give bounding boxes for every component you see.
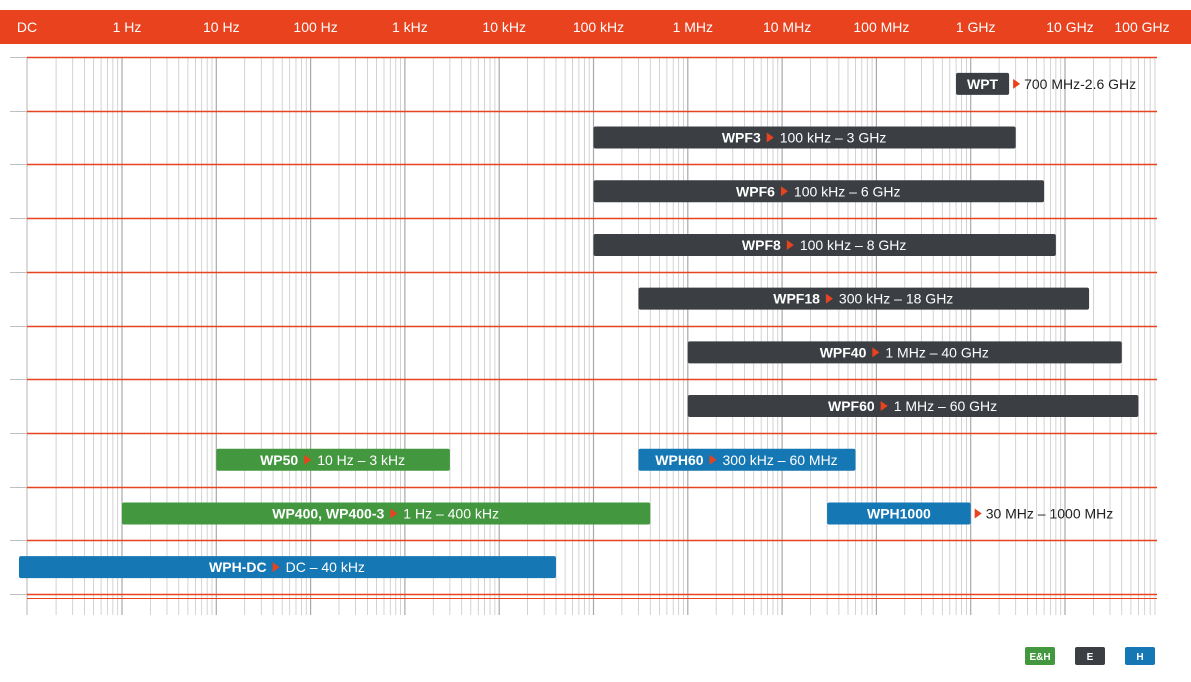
bar-name-label: WPF40 [820, 344, 867, 360]
x-tick-label: 100 kHz [573, 19, 624, 35]
bar-range-label: 1 Hz – 400 kHz [403, 505, 499, 521]
bar-range-label: 1 MHz – 40 GHz [885, 344, 988, 360]
bar-range-label: 100 kHz – 6 GHz [794, 183, 901, 199]
legend-label: H [1136, 652, 1143, 663]
bar [687, 341, 1122, 364]
legend: E&H E H [1025, 647, 1155, 665]
x-tick-label: 1 Hz [113, 19, 142, 35]
bar-range-label: DC – 40 kHz [286, 559, 365, 575]
x-tick-label: 10 kHz [482, 19, 526, 35]
legend-item: H [1125, 647, 1155, 665]
legend-swatch [1075, 647, 1105, 665]
legend-label: E&H [1029, 652, 1050, 663]
bar-group: WPH60 300 kHz – 60 MHz [638, 448, 856, 471]
bar-group: WPH1000 30 MHz – 1000 MHz [827, 502, 1114, 525]
bar-group: WP50 10 Hz – 3 kHz [216, 448, 450, 471]
bar-name-label: WPH-DC [209, 559, 267, 575]
bar-name-label: WPF6 [736, 183, 775, 199]
bar-name-label: WP50 [260, 452, 298, 468]
bar [638, 287, 1090, 310]
bar [19, 556, 556, 579]
bar-group: WPF40 1 MHz – 40 GHz [687, 341, 1122, 364]
bar-group: WPT 700 MHz-2.6 GHz [956, 72, 1136, 95]
legend-item: E [1075, 647, 1105, 665]
x-tick-label: 100 GHz [1114, 19, 1169, 35]
bar-range-label: 300 kHz – 60 MHz [723, 452, 838, 468]
bar-group: WPF60 1 MHz – 60 GHz [687, 395, 1139, 418]
bar-range-label: 1 MHz – 60 GHz [894, 398, 997, 414]
bar [216, 448, 450, 471]
legend-swatch [1125, 647, 1155, 665]
arrow-icon [780, 186, 788, 197]
bar-name-label: WPT [967, 76, 999, 92]
bar [593, 233, 1056, 256]
bar-name-label: WP400, WP400-3 [272, 505, 384, 521]
bar-group: WPF18 300 kHz – 18 GHz [638, 287, 1090, 310]
x-tick-label: 1 GHz [956, 19, 996, 35]
arrow-icon [766, 132, 774, 143]
bar-range-label: 700 MHz-2.6 GHz [1024, 76, 1136, 92]
arrow-icon [974, 508, 982, 519]
legend-swatch [1025, 647, 1055, 665]
arrow-icon [272, 562, 280, 573]
arrow-icon [709, 454, 717, 465]
x-tick-label: 10 GHz [1046, 19, 1093, 35]
bar-name-label: WPF18 [773, 291, 820, 307]
bar [638, 448, 856, 471]
x-tick-label: 100 MHz [853, 19, 909, 35]
row-lines [10, 56, 1157, 599]
legend-label: E [1087, 652, 1094, 663]
arrow-icon [390, 508, 398, 519]
bar [122, 502, 651, 525]
bar [593, 126, 1016, 149]
x-tick-label: 10 MHz [763, 19, 811, 35]
bar-name-label: WPH1000 [867, 505, 931, 521]
bar-range-label: 100 kHz – 3 GHz [780, 130, 887, 146]
x-tick-label: 10 Hz [203, 19, 240, 35]
bar-group: WP400, WP400-3 1 Hz – 400 kHz [122, 502, 651, 525]
bar-group: WPH-DC DC – 40 kHz [19, 556, 556, 579]
bar [687, 395, 1139, 418]
arrow-icon [1013, 78, 1021, 89]
bar [593, 180, 1045, 203]
bar-range-label: 300 kHz – 18 GHz [839, 291, 953, 307]
arrow-icon [304, 454, 312, 465]
frequency-axis-labels: DC 1 Hz 10 Hz 100 Hz 1 kHz 10 kHz 100 kHz 1 MHz… [17, 19, 1170, 35]
x-tick-label: 1 kHz [392, 19, 428, 35]
bar-group: WPF6 100 kHz – 6 GHz [593, 180, 1045, 203]
bar-group: WPF8 100 kHz – 8 GHz [593, 233, 1056, 256]
x-tick-label: 100 Hz [293, 19, 337, 35]
bar [956, 72, 1010, 95]
chart-header-bar [0, 10, 1191, 44]
bar-name-label: WPF60 [828, 398, 875, 414]
x-tick-label: 1 MHz [673, 19, 713, 35]
arrow-icon [880, 401, 888, 412]
bar-range-label: 100 kHz – 8 GHz [800, 237, 907, 253]
x-tick-label: DC [17, 19, 37, 35]
bar-group: WPF3 100 kHz – 3 GHz [593, 126, 1016, 149]
bar [827, 502, 971, 525]
bar-name-label: WPH60 [655, 452, 703, 468]
arrow-icon [786, 239, 794, 250]
arrow-icon [825, 293, 833, 304]
bar-name-label: WPF3 [722, 130, 761, 146]
bar-name-label: WPF8 [742, 237, 781, 253]
arrow-icon [872, 347, 880, 358]
legend-item: E&H [1025, 647, 1055, 665]
bar-range-label: 10 Hz – 3 kHz [317, 452, 405, 468]
bar-range-label: 30 MHz – 1000 MHz [986, 505, 1114, 521]
